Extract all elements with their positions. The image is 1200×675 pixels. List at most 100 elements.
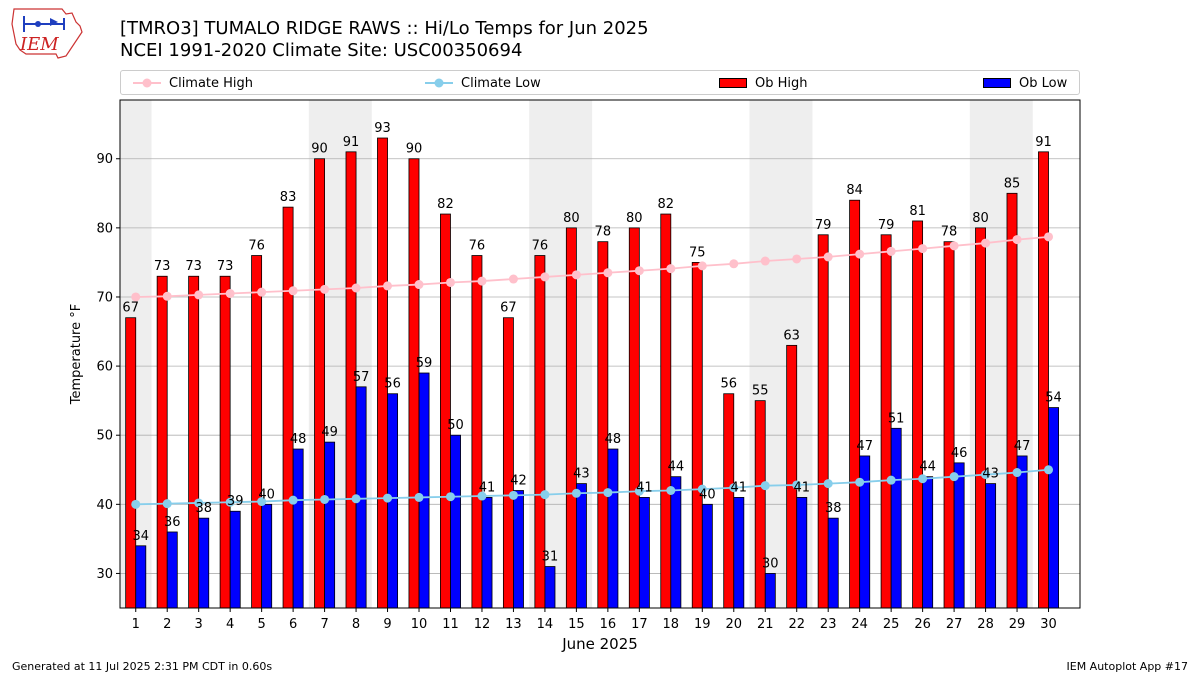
- x-tick-label: 9: [383, 617, 391, 632]
- climate-low-point: [162, 499, 172, 509]
- climate-low-point: [288, 495, 298, 505]
- ob-low-data-label: 48: [605, 432, 622, 447]
- x-tick-label: 30: [1040, 617, 1057, 632]
- climate-low-point: [257, 497, 267, 507]
- x-tick-label: 10: [411, 617, 428, 632]
- climate-low-point: [445, 492, 455, 502]
- ob-low-data-label: 42: [510, 474, 527, 489]
- ob-high-data-label: 73: [154, 259, 171, 274]
- x-tick-label: 7: [320, 617, 328, 632]
- ob-high-data-label: 76: [469, 239, 486, 254]
- x-tick-label: 26: [914, 617, 931, 632]
- ob-high-data-label: 83: [280, 190, 297, 205]
- y-tick-label: 60: [96, 360, 113, 375]
- y-tick-label: 40: [96, 498, 113, 513]
- x-tick-label: 20: [725, 617, 742, 632]
- ob-high-data-label: 73: [185, 259, 202, 274]
- ob-low-bar: [638, 497, 650, 609]
- legend-ob-low-label: Ob Low: [1019, 75, 1068, 91]
- ob-low-bar: [890, 427, 902, 609]
- x-tick-label: 18: [663, 617, 680, 632]
- ob-high-bar: [502, 317, 514, 609]
- climate-high-point: [540, 272, 550, 282]
- climate-low-point: [225, 497, 235, 507]
- climate-low-point: [729, 483, 739, 493]
- ob-high-bar: [628, 227, 640, 609]
- ob-low-data-label: 34: [133, 529, 150, 544]
- climate-high-point: [320, 284, 330, 294]
- climate-high-point: [949, 241, 959, 251]
- climate-low-point: [886, 475, 896, 485]
- ob-low-bar: [575, 483, 587, 609]
- x-tick-label: 21: [757, 617, 774, 632]
- ob-high-bar: [817, 234, 829, 609]
- climate-high-point: [1012, 235, 1022, 245]
- climate-high-point: [855, 249, 865, 259]
- ob-high-data-label: 80: [972, 211, 989, 226]
- x-tick-label: 24: [851, 617, 868, 632]
- ob-high-bar: [1038, 151, 1049, 609]
- ob-low-bar: [198, 517, 210, 609]
- climate-high-point: [918, 244, 928, 254]
- x-tick-label: 19: [694, 617, 711, 632]
- x-tick-label: 14: [537, 617, 554, 632]
- legend-climate-low-marker: [425, 78, 453, 88]
- x-tick-label: 6: [289, 617, 297, 632]
- x-tick-label: 17: [631, 617, 648, 632]
- legend-climate-high-marker: [133, 78, 161, 88]
- climate-high-point: [729, 259, 739, 269]
- y-tick-label: 80: [96, 221, 113, 236]
- ob-low-data-label: 36: [164, 515, 181, 530]
- climate-high-point: [288, 286, 298, 296]
- ob-high-data-label: 90: [311, 142, 328, 157]
- ob-high-data-label: 73: [217, 259, 234, 274]
- climate-high-point: [603, 268, 613, 278]
- ob-low-data-label: 46: [951, 446, 968, 461]
- ob-low-data-label: 54: [1045, 391, 1062, 406]
- climate-low-point: [918, 474, 928, 484]
- climate-high-point: [508, 274, 518, 284]
- x-tick-label: 13: [505, 617, 522, 632]
- y-tick-label: 30: [96, 567, 113, 582]
- ob-high-bar: [471, 255, 483, 609]
- ob-low-data-label: 56: [384, 377, 401, 392]
- climate-high-line: [135, 235, 1049, 298]
- ob-high-bar: [156, 275, 168, 609]
- climate-high-point: [760, 256, 770, 266]
- x-tick-label: 4: [226, 617, 234, 632]
- ob-high-data-label: 63: [783, 328, 800, 343]
- ob-low-bar: [796, 497, 808, 609]
- climate-low-point: [194, 498, 204, 508]
- ob-low-data-label: 31: [542, 550, 559, 565]
- climate-low-point: [571, 488, 581, 498]
- climate-high-point: [477, 276, 487, 286]
- ob-high-bar: [219, 275, 231, 609]
- climate-high-point: [257, 287, 267, 297]
- y-tick-label: 90: [96, 152, 113, 167]
- ob-high-data-label: 85: [1004, 176, 1021, 191]
- ob-low-data-label: 41: [479, 480, 496, 495]
- climate-low-point: [320, 494, 330, 504]
- x-tick-label: 12: [474, 617, 491, 632]
- x-tick-label: 29: [1009, 617, 1026, 632]
- ob-high-bar: [125, 317, 137, 609]
- ob-low-bar: [953, 462, 965, 609]
- climate-low-point: [792, 480, 802, 490]
- climate-high-point: [414, 280, 424, 290]
- ob-high-bar: [660, 213, 672, 609]
- climate-high-point: [886, 246, 896, 256]
- ob-low-data-label: 41: [731, 480, 748, 495]
- legend-ob-high-marker: [719, 78, 747, 88]
- climate-low-point: [414, 492, 424, 502]
- climate-high-point: [697, 261, 707, 271]
- climate-low-point: [666, 486, 676, 496]
- legend-climate-low-label: Climate Low: [461, 75, 541, 91]
- ob-low-bar: [827, 517, 839, 609]
- ob-low-data-label: 43: [573, 467, 590, 482]
- ob-low-data-label: 38: [195, 501, 212, 516]
- chart-legend: Climate High Climate Low Ob High Ob Low: [120, 70, 1080, 95]
- climate-low-point: [383, 493, 393, 503]
- ob-high-data-label: 76: [248, 239, 265, 254]
- climate-high-point: [194, 290, 204, 300]
- ob-high-data-label: 78: [595, 225, 612, 240]
